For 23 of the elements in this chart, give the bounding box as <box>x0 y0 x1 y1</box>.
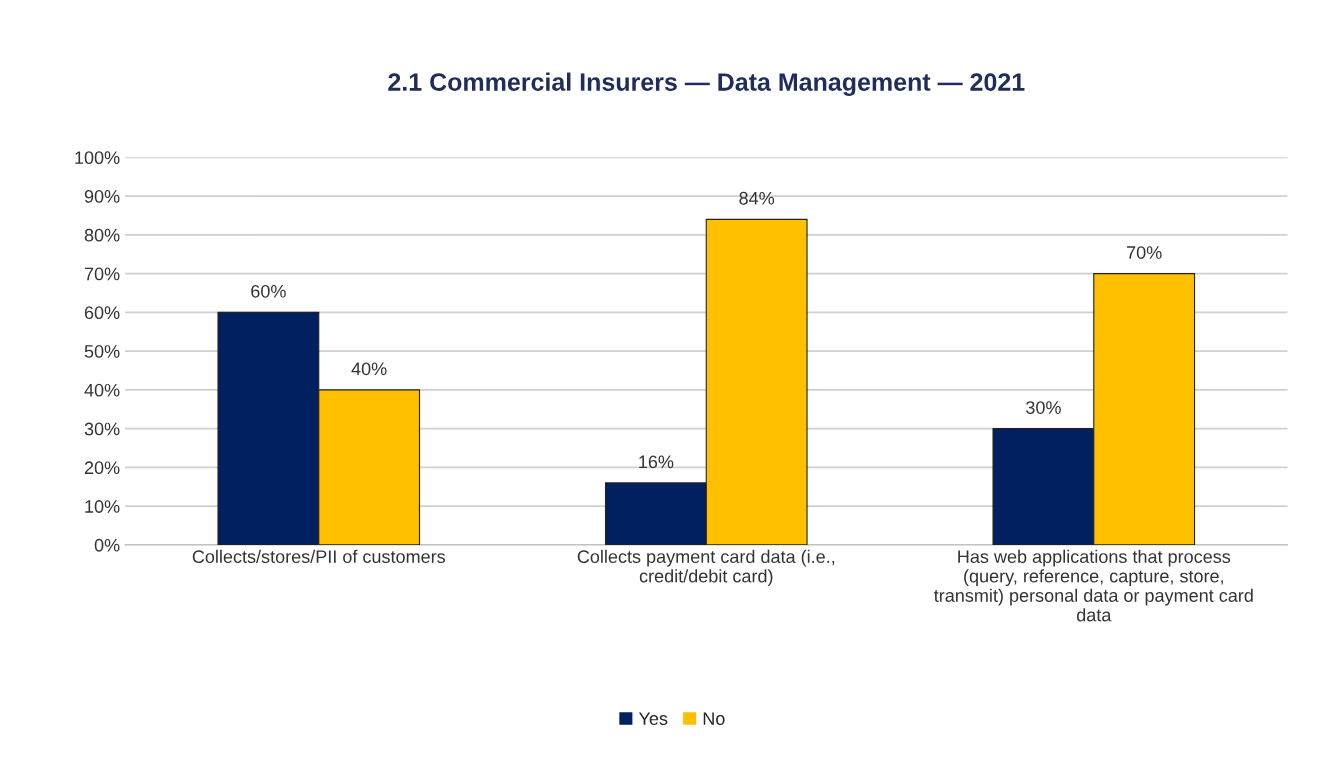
x-tick-label: Has web applications that process (query, reference, capture, store, transmit) personal data or payment card data <box>934 549 1253 622</box>
data-label: 84% <box>739 191 775 205</box>
y-tick-label: 30% <box>84 422 120 436</box>
data-label: 30% <box>1026 401 1061 414</box>
chart-title: 2.1 Commercial Insurers — Data Management — 2021 <box>388 72 1025 96</box>
y-tick-label: 20% <box>84 461 120 475</box>
y-tick-label: 60% <box>84 306 120 320</box>
y-tick-label: 40% <box>84 383 120 397</box>
data-label: 40% <box>351 362 387 376</box>
y-tick-label: 10% <box>85 500 120 513</box>
legend-label: Yes <box>638 712 668 725</box>
y-tick-label: 70% <box>84 267 120 281</box>
x-tick-label: Collects/stores/PII of customers <box>192 549 446 564</box>
y-tick-label: 100% <box>75 151 120 165</box>
data-label: 70% <box>1127 246 1162 259</box>
y-tick-label: 50% <box>84 345 120 358</box>
data-label: 16% <box>639 455 674 469</box>
y-tick-label: 80% <box>84 228 120 242</box>
legend-label: No <box>703 712 725 725</box>
data-label: 60% <box>251 284 286 298</box>
y-tick-label: 90% <box>84 190 120 203</box>
y-tick-label: 0% <box>94 538 120 552</box>
x-tick-label: Collects payment card data (i.e., credit/debit card) <box>577 549 835 587</box>
